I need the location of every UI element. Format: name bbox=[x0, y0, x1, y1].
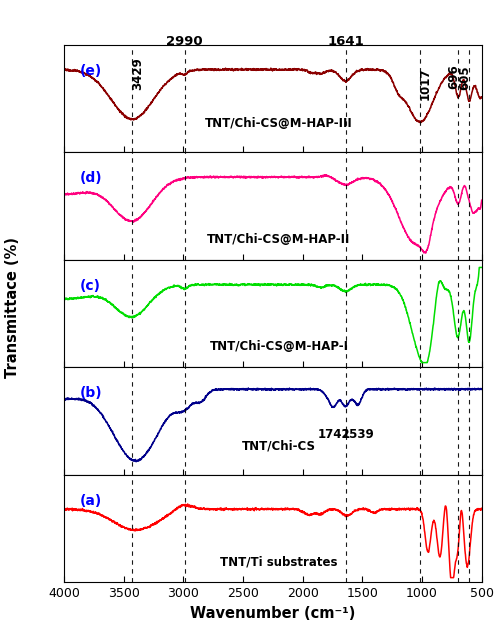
Text: TNT/Chi-CS@M-HAP-I: TNT/Chi-CS@M-HAP-I bbox=[209, 340, 348, 353]
Text: 696: 696 bbox=[448, 64, 461, 88]
Text: TNT/Chi-CS@M-HAP-III: TNT/Chi-CS@M-HAP-III bbox=[205, 117, 353, 131]
Text: (c): (c) bbox=[80, 279, 101, 293]
Text: TNT/Chi-CS@M-HAP-II: TNT/Chi-CS@M-HAP-II bbox=[207, 232, 351, 246]
Text: 1017: 1017 bbox=[419, 67, 432, 100]
X-axis label: Wavenumber (cm⁻¹): Wavenumber (cm⁻¹) bbox=[190, 606, 356, 621]
Text: 1742: 1742 bbox=[317, 428, 350, 441]
Text: (b): (b) bbox=[80, 387, 102, 401]
Text: 2990: 2990 bbox=[166, 35, 203, 47]
Text: TNT/Ti substrates: TNT/Ti substrates bbox=[220, 555, 337, 568]
Text: TNT/Chi-CS: TNT/Chi-CS bbox=[242, 440, 316, 453]
Text: 1641: 1641 bbox=[327, 35, 364, 47]
Text: (d): (d) bbox=[80, 172, 102, 186]
Text: (a): (a) bbox=[80, 494, 102, 508]
Text: 3429: 3429 bbox=[132, 58, 145, 90]
Text: 1539: 1539 bbox=[341, 428, 374, 441]
Text: 605: 605 bbox=[458, 66, 471, 90]
Text: (e): (e) bbox=[80, 64, 102, 78]
Text: Transmittace (%): Transmittace (%) bbox=[5, 237, 20, 378]
